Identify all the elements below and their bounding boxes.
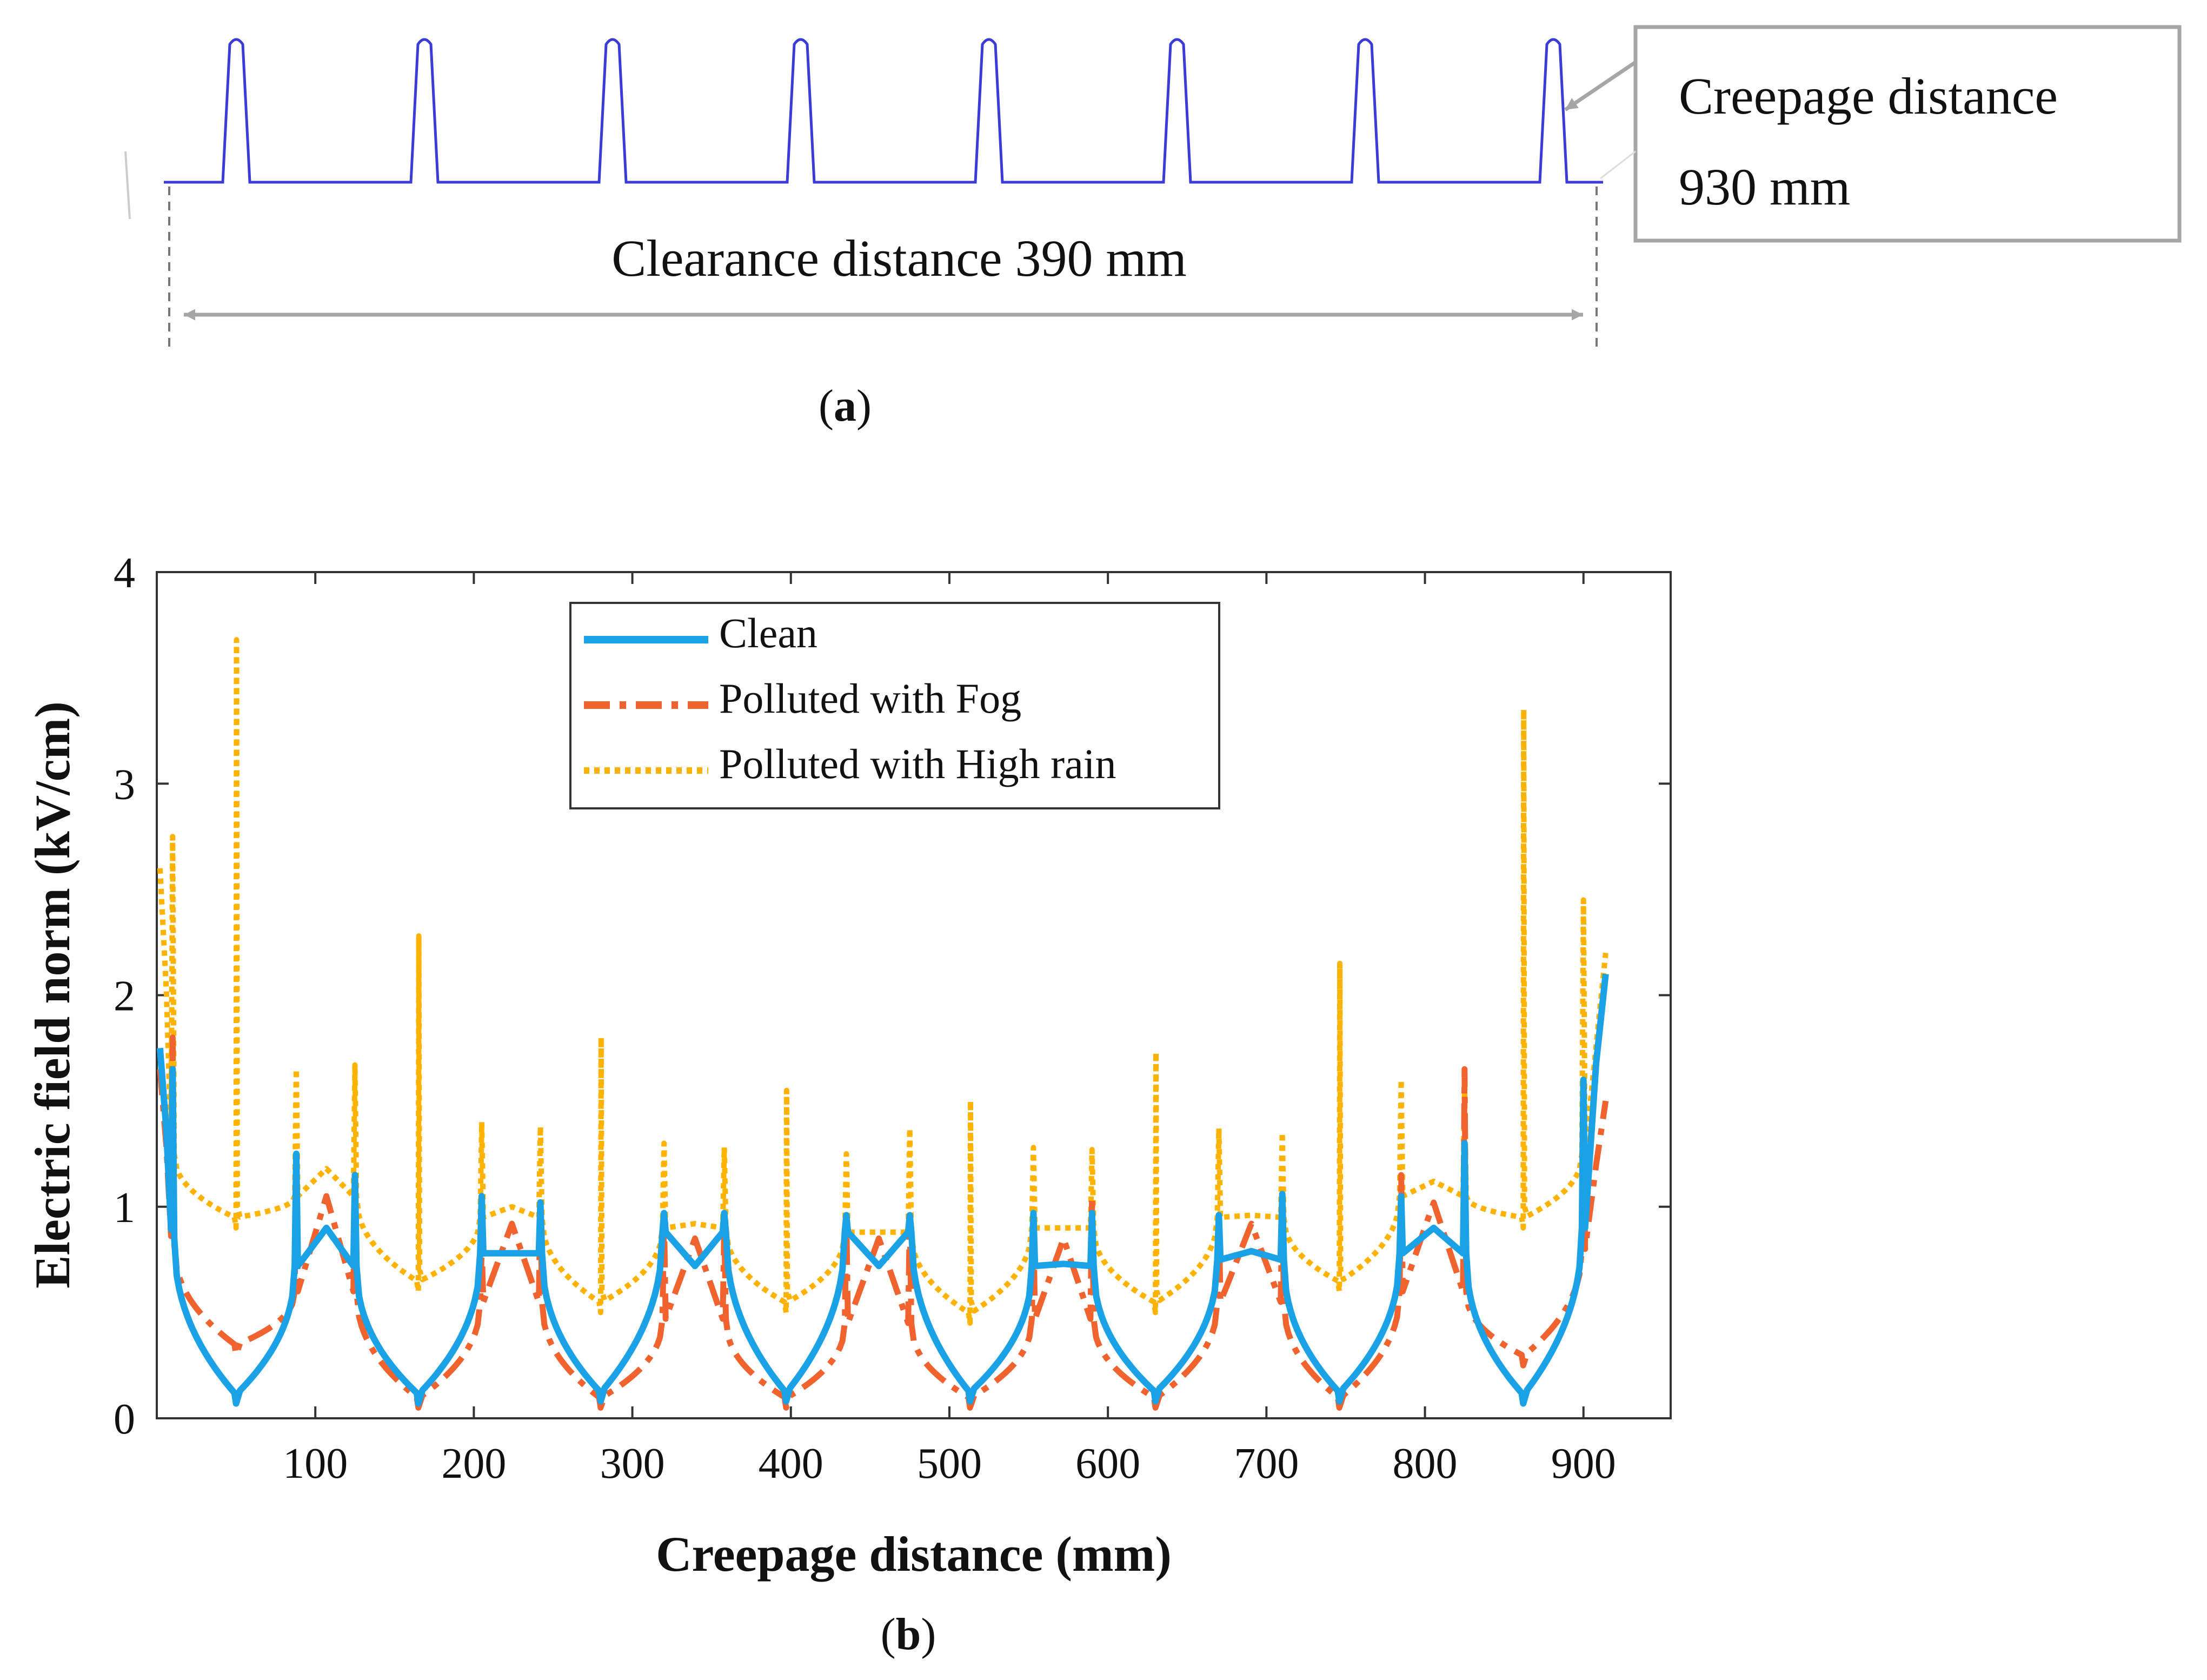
x-tick-label: 600 xyxy=(1075,1440,1140,1488)
x-tick-label: 500 xyxy=(917,1440,982,1488)
x-tick-label: 300 xyxy=(600,1440,665,1488)
y-tick-label: 3 xyxy=(114,761,135,808)
legend-label-clean: Clean xyxy=(719,609,817,656)
panel-a-caption: (a) xyxy=(819,381,872,431)
series-layer xyxy=(156,637,1609,1411)
legend-label-high-rain: Polluted with High rain xyxy=(719,740,1116,787)
x-tick-label: 200 xyxy=(441,1440,506,1488)
y-axis-label: Electric field norm (kV/cm) xyxy=(25,701,80,1289)
series-line-polluted-with-fog xyxy=(157,1034,1609,1411)
clearance-label: Clearance distance 390 mm xyxy=(611,229,1187,287)
panel-b: 100 200 300 400 500 600 700 800 900 0 1 2 3 4 Creepag… xyxy=(25,549,1672,1659)
series-line-clean xyxy=(156,973,1609,1407)
callout-label-line1: Creepage distance xyxy=(1679,67,2058,125)
y-tick-label: 2 xyxy=(114,973,135,1020)
callout-tail xyxy=(1600,150,1636,180)
x-tick-label: 400 xyxy=(759,1440,823,1488)
callout-label-line2: 930 mm xyxy=(1679,158,1850,216)
x-tick-label: 700 xyxy=(1234,1440,1299,1488)
creepage-callout-box xyxy=(1633,25,2182,243)
y-tick-label: 0 xyxy=(114,1396,135,1443)
left-stub xyxy=(124,151,131,220)
axis-ticks: 100 200 300 400 500 600 700 800 900 0 1 2 3 4 xyxy=(114,549,1671,1488)
panel-b-caption: (b) xyxy=(881,1609,936,1659)
legend: Clean Polluted with Fog Polluted with Hi… xyxy=(569,602,1220,809)
x-tick-label: 100 xyxy=(283,1440,348,1488)
series-line-polluted-with-high-rain xyxy=(157,637,1608,1326)
x-axis-label: Creepage distance (mm) xyxy=(656,1526,1172,1582)
x-tick-label: 900 xyxy=(1551,1440,1616,1488)
callout-pointer xyxy=(1564,61,1637,111)
panel-a: Clearance distance 390 mm Creepage dista… xyxy=(124,25,2182,431)
legend-label-fog: Polluted with Fog xyxy=(719,675,1021,722)
y-tick-label: 1 xyxy=(114,1184,135,1232)
x-tick-label: 800 xyxy=(1393,1440,1458,1488)
insulator-profile xyxy=(164,38,1603,184)
y-tick-label: 4 xyxy=(114,549,135,597)
